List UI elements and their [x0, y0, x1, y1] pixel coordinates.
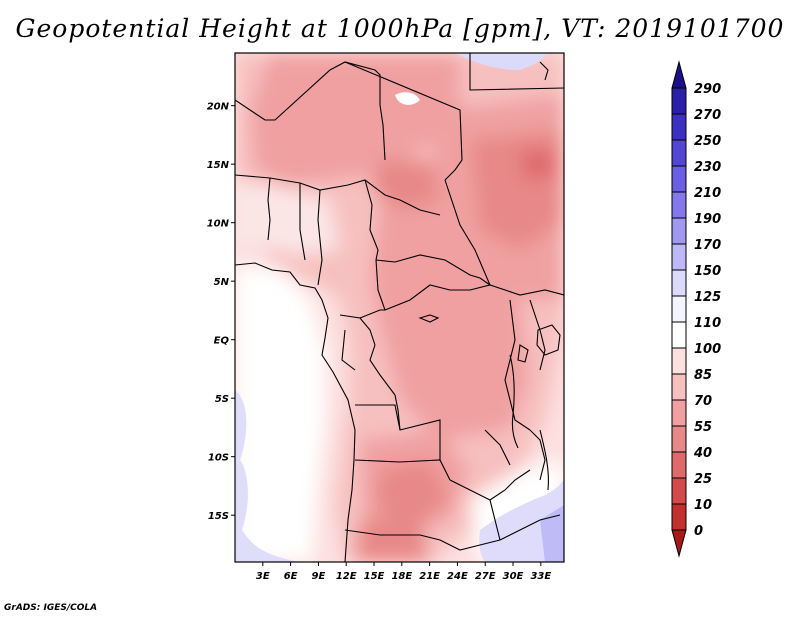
- colorbar-label: 55: [694, 420, 712, 435]
- lat-tick-label: 5N: [214, 277, 230, 288]
- lat-tick-label: 20N: [207, 102, 230, 113]
- lon-tick-label: 3E: [256, 571, 270, 582]
- colorbar-label: 290: [694, 82, 721, 97]
- colorbar-swatch: [671, 269, 687, 297]
- colorbar-label: 0: [694, 524, 703, 539]
- colorbar-label: 210: [694, 186, 721, 201]
- lat-tick-label: 10S: [208, 453, 229, 464]
- colorbar-label: 40: [693, 446, 712, 461]
- country-borders: [235, 53, 564, 562]
- colorbar-label: 170: [694, 238, 721, 253]
- lon-tick-label: 9E: [312, 571, 326, 582]
- colorbar-swatch: [671, 87, 687, 115]
- colorbar-swatch: [671, 503, 687, 531]
- colorbar-label: 230: [694, 160, 721, 175]
- colorbar-swatch: [671, 165, 687, 193]
- latitude-axis: 20N 15N 10N 5N EQ 5S 10S 15S: [207, 102, 235, 522]
- lon-tick-label: 21E: [419, 571, 440, 582]
- lat-tick-label: 10N: [207, 219, 230, 230]
- colorbar-label: 25: [694, 472, 712, 487]
- lon-tick-label: 27E: [475, 571, 496, 582]
- colorbar-swatch: [671, 399, 687, 427]
- colorbar-label: 85: [694, 368, 712, 383]
- colorbar-swatch: [671, 347, 687, 375]
- colorbar-max-triangle: [671, 60, 687, 89]
- lon-tick-label: 18E: [391, 571, 412, 582]
- colorbar-label: 270: [694, 108, 721, 123]
- colorbar-swatch: [671, 295, 687, 323]
- colorbar-label: 190: [694, 212, 721, 227]
- colorbar-label: 250: [694, 134, 721, 149]
- colorbar-swatch: [671, 139, 687, 167]
- lon-tick-label: 24E: [447, 571, 468, 582]
- colorbar-swatch: [671, 451, 687, 479]
- lon-tick-label: 30E: [503, 571, 524, 582]
- grads-credit: GrADS: IGES/COLA: [4, 603, 98, 613]
- colorbar-swatch: [671, 217, 687, 245]
- colorbar-swatch: [671, 321, 687, 349]
- colorbar: 2902702502302101901701501251101008570554…: [671, 60, 721, 558]
- colorbar-label: 70: [694, 394, 712, 409]
- colorbar-swatch: [671, 373, 687, 401]
- longitude-axis: 3E 6E 9E 12E 15E 18E 21E 24E 27E 30E 33E: [256, 562, 551, 582]
- colorbar-swatch: [671, 113, 687, 141]
- lat-tick-label: 15S: [208, 511, 229, 522]
- colorbar-swatch: [671, 477, 687, 505]
- colorbar-swatch: [671, 243, 687, 271]
- plot-frame: [234, 52, 565, 563]
- lon-tick-label: 15E: [364, 571, 385, 582]
- colorbar-label: 10: [694, 498, 712, 513]
- lat-tick-label: 5S: [215, 394, 229, 405]
- lat-tick-label: EQ: [214, 336, 230, 347]
- lon-tick-label: 6E: [284, 571, 298, 582]
- lon-tick-label: 12E: [336, 571, 357, 582]
- colorbar-swatch: [671, 425, 687, 453]
- height-field: [235, 53, 564, 562]
- chart-title: Geopotential Height at 1000hPa [gpm], VT…: [15, 14, 785, 43]
- lon-tick-label: 33E: [530, 571, 551, 582]
- colorbar-min-triangle: [671, 529, 687, 558]
- colorbar-label: 150: [694, 264, 721, 279]
- colorbar-label: 100: [694, 342, 721, 357]
- colorbar-label: 110: [694, 316, 721, 331]
- colorbar-label: 125: [694, 290, 721, 305]
- lat-tick-label: 15N: [207, 160, 230, 171]
- colorbar-swatch: [671, 191, 687, 219]
